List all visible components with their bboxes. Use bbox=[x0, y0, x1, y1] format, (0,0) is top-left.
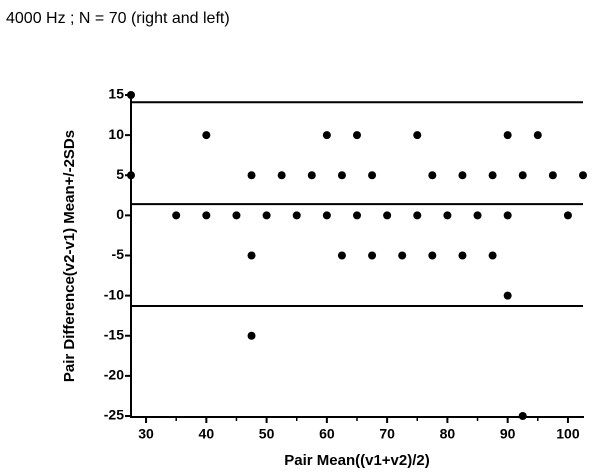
y-tick-label: -20 bbox=[104, 367, 124, 383]
x-tick-label: 50 bbox=[259, 426, 275, 442]
point bbox=[247, 251, 256, 260]
point bbox=[428, 171, 437, 180]
point bbox=[172, 211, 181, 220]
x-tick-label: 60 bbox=[319, 426, 335, 442]
x-tick-label: 90 bbox=[500, 426, 516, 442]
x-tick-label: 100 bbox=[556, 426, 580, 442]
point bbox=[353, 211, 361, 220]
point bbox=[353, 131, 361, 140]
y-tick-label: -10 bbox=[104, 286, 124, 302]
point bbox=[503, 211, 512, 220]
point bbox=[307, 171, 316, 180]
point bbox=[337, 171, 346, 180]
x-tick-label: 30 bbox=[138, 426, 154, 442]
chart-title: 4000 Hz ; N = 70 (right and left) bbox=[6, 10, 230, 27]
point bbox=[262, 211, 271, 220]
point bbox=[579, 171, 587, 180]
point bbox=[428, 251, 437, 260]
y-tick-label: -15 bbox=[104, 326, 124, 342]
point bbox=[503, 291, 512, 300]
point bbox=[413, 131, 422, 140]
point bbox=[503, 131, 512, 140]
point bbox=[368, 251, 377, 260]
point bbox=[548, 171, 557, 180]
point bbox=[518, 412, 527, 420]
y-tick-label: 5 bbox=[116, 166, 124, 182]
point bbox=[398, 251, 407, 260]
x-tick-label: 40 bbox=[199, 426, 215, 442]
point bbox=[337, 251, 346, 260]
point bbox=[127, 91, 135, 99]
x-tick-label: 70 bbox=[379, 426, 395, 442]
point bbox=[322, 131, 331, 140]
point bbox=[533, 131, 542, 140]
point bbox=[383, 211, 392, 220]
x-axis-label: Pair Mean((v1+v2)/2) bbox=[284, 452, 429, 469]
y-tick-label: -25 bbox=[104, 407, 124, 423]
point bbox=[247, 331, 256, 340]
point bbox=[322, 211, 331, 220]
y-axis-label: Pair Difference(v2-v1) Mean+/-2SDs bbox=[61, 130, 78, 382]
point bbox=[368, 171, 377, 180]
y-tick-label: 15 bbox=[108, 86, 124, 102]
point bbox=[473, 211, 482, 220]
y-tick-label: -5 bbox=[112, 246, 125, 262]
point bbox=[458, 171, 467, 180]
point bbox=[443, 211, 452, 220]
y-tick-label: 0 bbox=[116, 206, 124, 222]
point bbox=[202, 211, 211, 220]
point bbox=[413, 211, 422, 220]
point bbox=[563, 211, 572, 220]
point bbox=[518, 171, 527, 180]
point bbox=[127, 171, 135, 180]
point bbox=[232, 211, 241, 220]
x-tick-label: 80 bbox=[440, 426, 456, 442]
point bbox=[292, 211, 301, 220]
point bbox=[458, 251, 467, 260]
point bbox=[247, 171, 256, 180]
point bbox=[488, 171, 497, 180]
y-tick-label: 10 bbox=[108, 126, 124, 142]
point bbox=[202, 131, 211, 140]
point bbox=[277, 171, 286, 180]
point bbox=[488, 251, 497, 260]
